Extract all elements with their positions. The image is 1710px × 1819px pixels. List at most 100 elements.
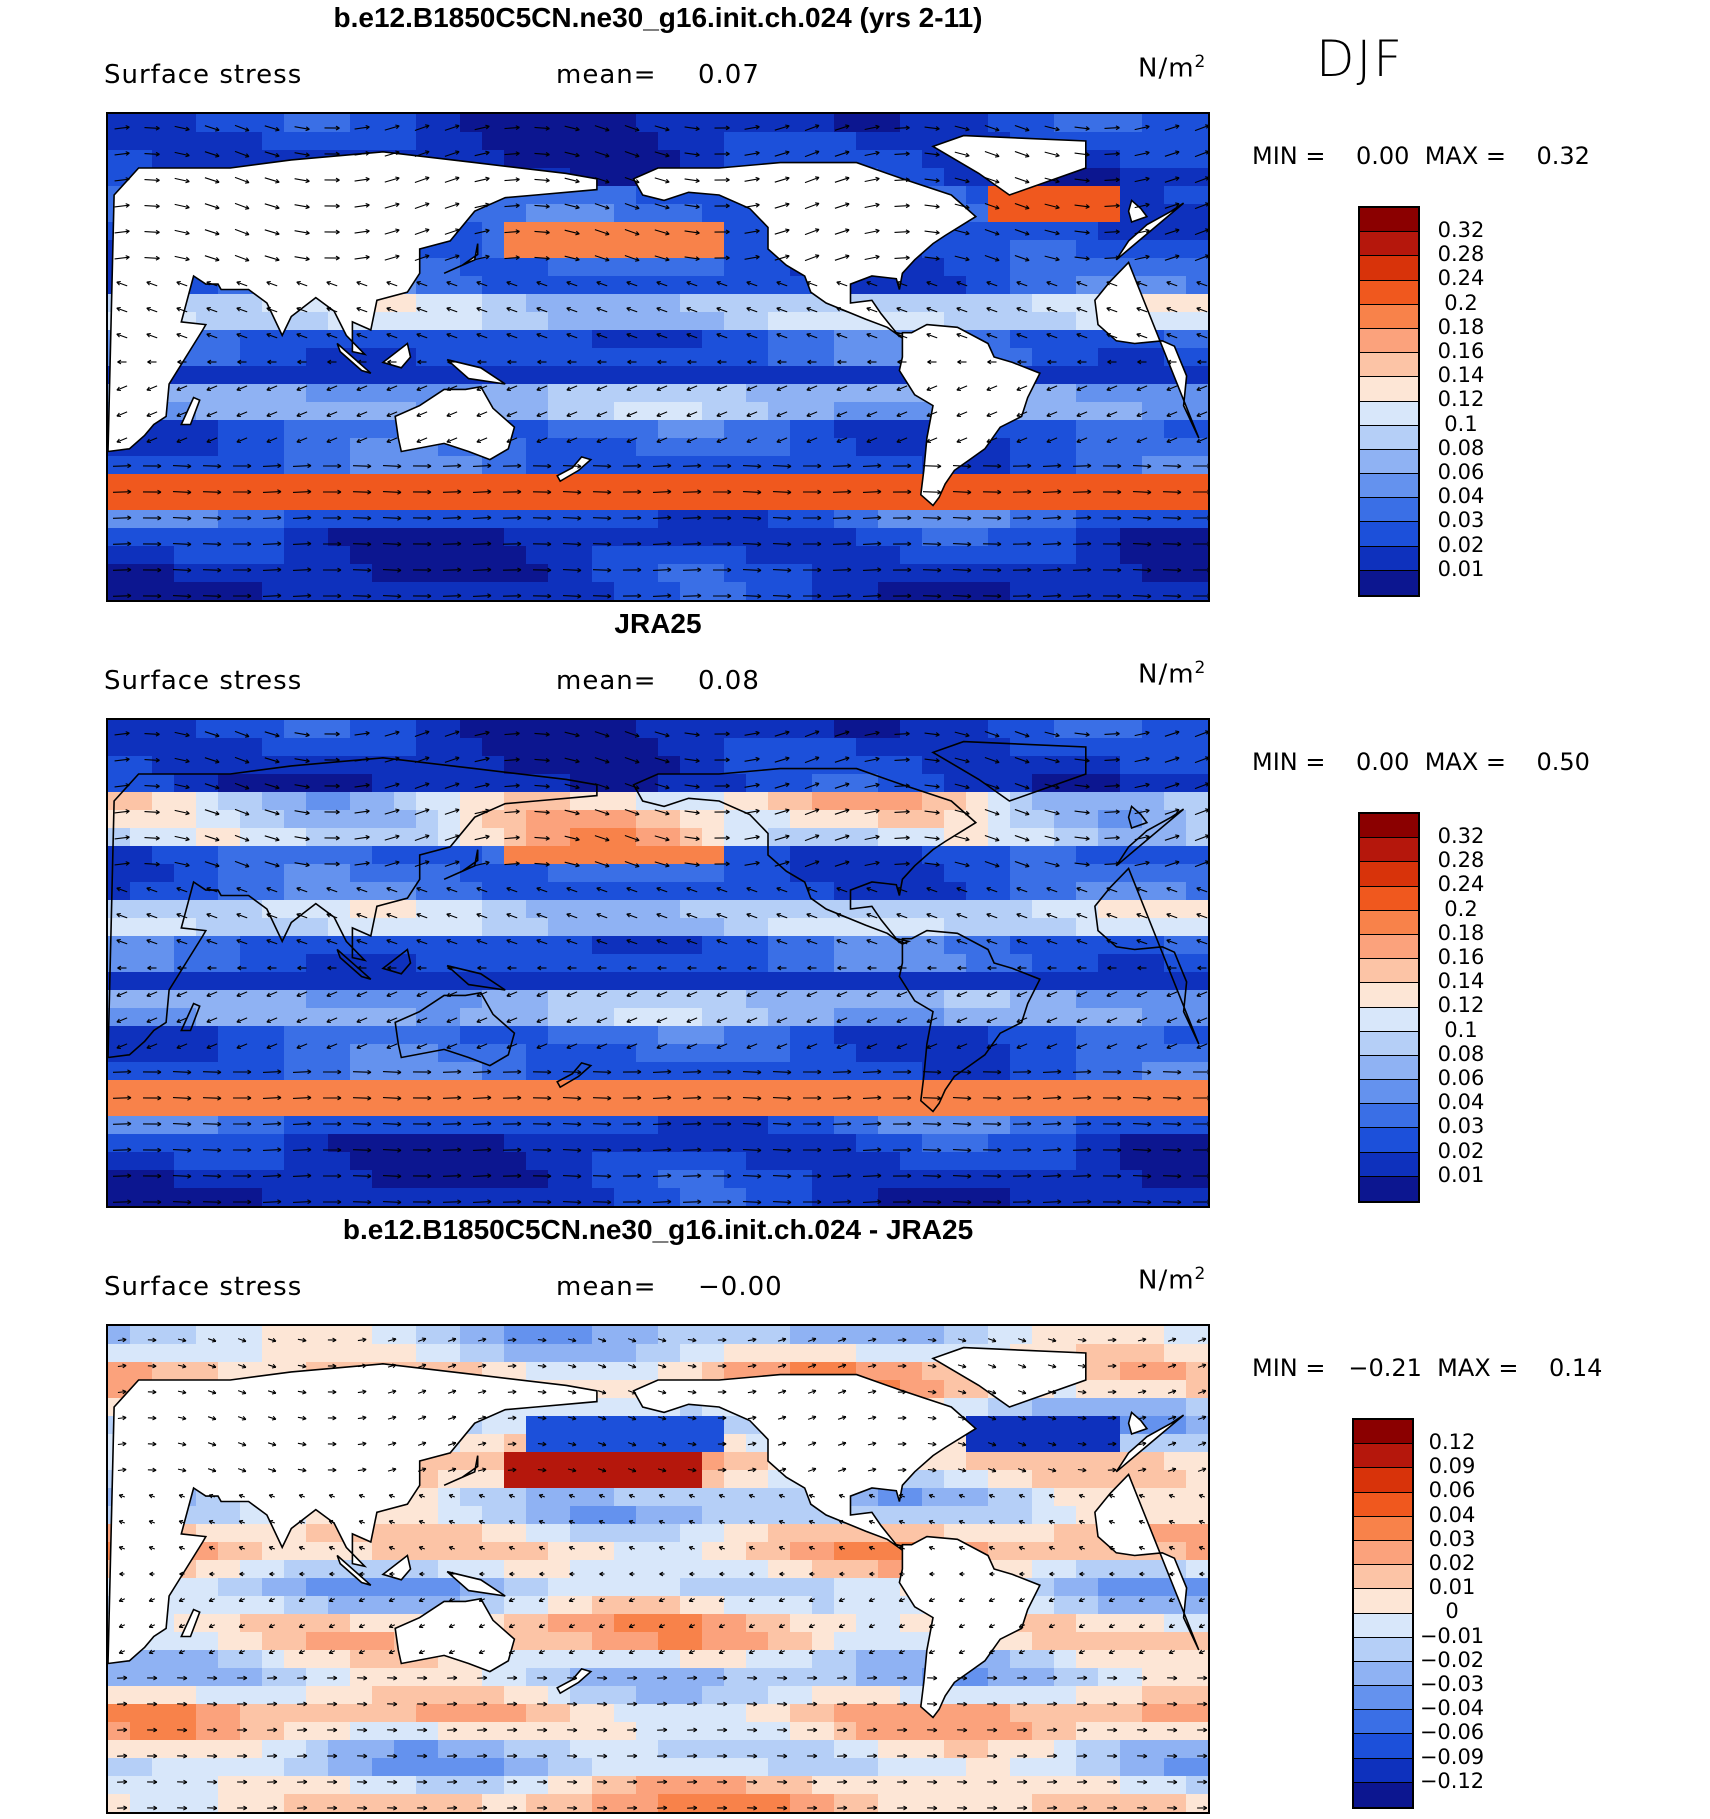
field-cell: [1076, 204, 1099, 223]
vector-arrow: [922, 517, 942, 519]
field-cell: [1142, 132, 1165, 151]
field-cell: [284, 384, 307, 403]
vector-arrow-head: [665, 129, 670, 132]
field-cell: [328, 528, 351, 547]
vector-arrow-head: [875, 254, 880, 258]
field-cell: [570, 990, 593, 1009]
vector-arrow: [414, 124, 430, 132]
vector-arrow: [442, 517, 462, 519]
vector-arrow: [624, 202, 640, 210]
field-cell: [658, 474, 681, 493]
field-cell: [834, 1116, 857, 1135]
vector-arrow-head: [146, 280, 151, 283]
field-cell: [988, 276, 1011, 295]
vector-arrow-head: [1117, 593, 1122, 597]
field-cell: [746, 774, 769, 793]
vector-arrow: [536, 307, 548, 313]
field-cell: [768, 294, 791, 313]
field-cell: [614, 972, 637, 991]
field-cell: [350, 900, 373, 919]
field-cell: [196, 900, 219, 919]
field-cell: [130, 756, 153, 775]
vector-arrow-head: [537, 361, 542, 365]
coastline: [898, 929, 1042, 1113]
field-cell: [240, 1152, 263, 1171]
vector-arrow: [592, 543, 612, 545]
vector-arrow: [1016, 411, 1028, 417]
field-cell: [1186, 1044, 1208, 1063]
field-cell: [856, 810, 879, 829]
field-cell: [306, 492, 329, 511]
field-cell: [812, 564, 835, 583]
field-cell: [768, 384, 791, 403]
vector-arrow: [504, 178, 520, 182]
field-cell: [746, 900, 769, 919]
field-cell: [1142, 186, 1165, 205]
vector-arrow-head: [667, 593, 672, 597]
vector-arrow-head: [665, 259, 670, 262]
field-cell: [1076, 882, 1099, 901]
field-cell: [922, 1116, 945, 1135]
vector-arrow-head: [457, 463, 462, 467]
field-cell: [922, 720, 945, 739]
vector-arrow-head: [1117, 515, 1122, 519]
field-cell: [966, 720, 989, 739]
variable-label: Surface stress: [104, 666, 303, 696]
field-cell: [570, 1152, 593, 1171]
vector-arrow-head: [667, 491, 672, 495]
vector-arrow-head: [337, 491, 342, 495]
vector-arrow-head: [146, 333, 150, 338]
vector-arrow-head: [817, 567, 822, 571]
vector-arrow: [562, 595, 582, 597]
field-cell: [152, 954, 175, 973]
vector-arrow-head: [716, 281, 720, 286]
vector-arrow-head: [187, 465, 192, 469]
vector-arrow-head: [905, 179, 910, 183]
field-cell: [1120, 774, 1143, 793]
field-cell: [218, 114, 241, 133]
field-cell: [548, 1026, 571, 1045]
vector-arrow-head: [776, 333, 780, 338]
field-cell: [900, 1188, 923, 1206]
vector-arrow-head: [635, 155, 640, 158]
vector-arrow-head: [396, 203, 400, 208]
vector-arrow-head: [356, 307, 360, 312]
vector-arrow-head: [396, 125, 400, 130]
vector-arrow: [294, 256, 310, 260]
field-cell: [570, 492, 593, 511]
field-cell: [702, 1008, 725, 1027]
vector-arrow-head: [787, 517, 792, 521]
vector-arrow-head: [725, 203, 730, 207]
vector-arrow: [952, 517, 972, 519]
field-cell: [1120, 720, 1143, 739]
vector-arrow-head: [125, 229, 130, 232]
vector-arrow: [1136, 411, 1148, 417]
vector-arrow-head: [517, 569, 522, 573]
field-cell: [548, 828, 571, 847]
field-cell: [218, 294, 241, 313]
vector-arrow: [382, 595, 402, 597]
vector-arrow-head: [566, 307, 570, 312]
vector-arrow-head: [266, 332, 271, 335]
field-cell: [196, 402, 219, 421]
field-cell: [548, 366, 571, 385]
vector-arrow-head: [776, 438, 780, 443]
field-cell: [1186, 1062, 1208, 1081]
field-cell: [812, 1188, 835, 1206]
field-cell: [724, 1026, 747, 1045]
field-cell: [966, 582, 989, 600]
field-cell: [834, 1188, 857, 1206]
field-cell: [306, 564, 329, 583]
coastline: [556, 1061, 593, 1089]
vector-arrow-head: [635, 231, 640, 235]
vector-arrow-head: [245, 208, 250, 210]
field-cell: [284, 792, 307, 811]
vector-arrow-head: [817, 543, 822, 547]
vector-arrow-head: [575, 207, 580, 210]
vector-arrow-head: [656, 386, 660, 391]
field-cell: [680, 882, 703, 901]
field-cell: [482, 546, 505, 565]
vector-arrow: [262, 465, 282, 467]
vector-arrow-head: [575, 126, 580, 131]
field-cell: [724, 900, 747, 919]
